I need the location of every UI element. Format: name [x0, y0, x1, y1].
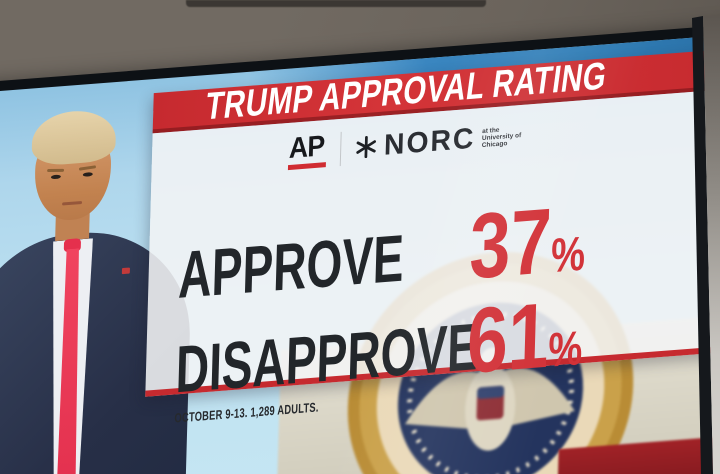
tv: TRUMP APPROVAL RATING AP	[0, 22, 720, 474]
trump-brow	[47, 168, 65, 172]
trump-mouth	[62, 200, 83, 206]
disapprove-value: 61%	[466, 284, 584, 393]
norc-sub-text: at the University of Chicago	[482, 125, 522, 148]
trump-eye	[50, 174, 61, 180]
disapprove-number: 61	[465, 283, 551, 393]
flag-pin	[121, 267, 130, 275]
approve-percent-sign: %	[550, 226, 586, 283]
approve-label: APPROVE	[177, 220, 405, 313]
disapprove-percent-sign: %	[547, 321, 584, 378]
wall-shelf-shadow	[186, 0, 486, 7]
approve-number: 37	[468, 189, 553, 299]
source-logos: AP NORC	[151, 97, 720, 186]
approval-graphic-card: TRUMP APPROVAL RATING AP	[145, 48, 720, 426]
norc-logo-text: NORC	[383, 122, 476, 162]
trump-eye	[82, 172, 93, 177]
ap-logo: AP	[287, 130, 326, 171]
trump-brow	[78, 165, 97, 171]
approve-value: 37%	[468, 189, 587, 298]
norc-logo: NORC at the University of Chicago	[354, 119, 521, 165]
ap-logo-text: AP	[289, 130, 326, 165]
tv-screen: TRUMP APPROVAL RATING AP	[0, 32, 720, 474]
card-body: AP NORC	[145, 88, 720, 426]
norc-star-icon	[356, 135, 376, 159]
logo-divider	[339, 131, 342, 167]
